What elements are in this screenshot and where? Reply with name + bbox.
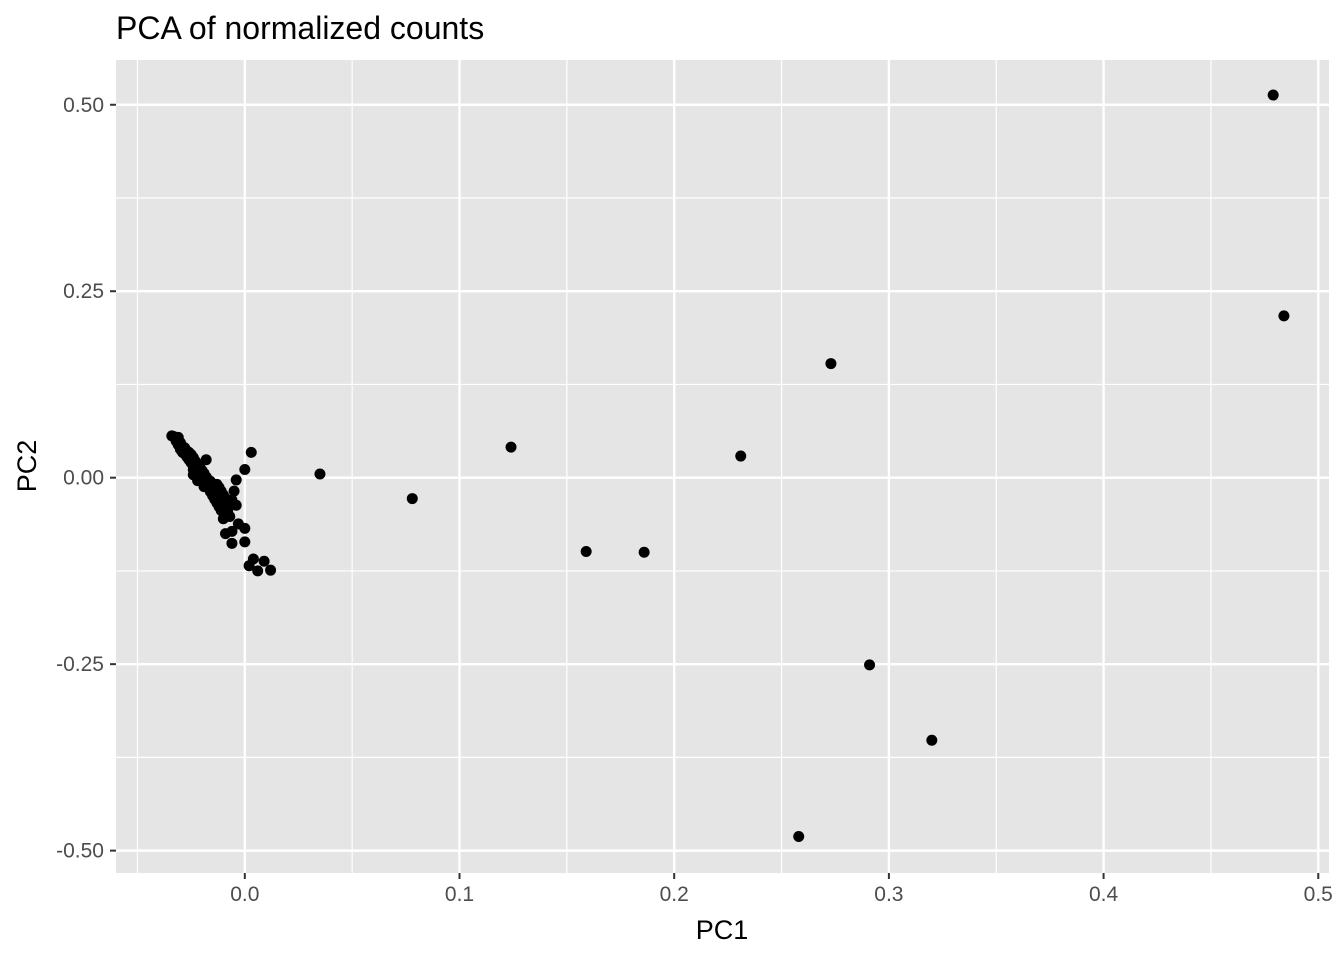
- data-point: [580, 546, 592, 558]
- y-axis-title: PC2: [12, 440, 42, 493]
- data-point: [226, 537, 238, 549]
- data-point: [793, 830, 805, 842]
- data-point: [638, 546, 650, 558]
- data-point: [265, 564, 277, 576]
- y-tick-label: -0.25: [56, 653, 104, 676]
- data-point: [239, 522, 251, 534]
- y-tick-label: 0.00: [63, 467, 104, 490]
- data-point: [204, 475, 216, 487]
- data-point: [258, 555, 270, 567]
- data-point: [314, 468, 326, 480]
- data-point: [230, 474, 242, 486]
- data-point: [194, 468, 206, 480]
- data-point: [1278, 310, 1290, 322]
- data-point: [735, 450, 747, 462]
- y-tick-label: 0.50: [63, 94, 104, 117]
- x-axis-title: PC1: [696, 915, 749, 945]
- data-point: [200, 454, 212, 466]
- minor-gridlines: [116, 60, 1329, 873]
- chart-title: PCA of normalized counts: [116, 10, 484, 46]
- x-tick-label: 0.3: [874, 883, 903, 906]
- data-point: [239, 536, 251, 548]
- data-point: [230, 499, 242, 511]
- y-tick-label: 0.25: [63, 280, 104, 303]
- data-point: [219, 528, 231, 540]
- data-point: [228, 485, 240, 497]
- data-point: [505, 441, 517, 453]
- data-point: [209, 487, 221, 499]
- data-point: [243, 560, 255, 572]
- x-tick-label: 0.4: [1089, 883, 1119, 906]
- y-axis: -0.50 -0.25 0.00 0.25 0.50: [56, 94, 116, 863]
- x-tick-label: 0.2: [660, 883, 689, 906]
- data-point: [245, 446, 257, 458]
- data-point: [217, 513, 229, 525]
- data-point: [926, 734, 938, 746]
- y-tick-label: -0.50: [56, 840, 104, 863]
- x-tick-label: 0.0: [230, 883, 259, 906]
- data-point: [406, 493, 418, 505]
- data-point: [252, 565, 264, 577]
- data-point: [183, 450, 195, 462]
- plot-panel: [116, 60, 1329, 873]
- x-tick-label: 0.1: [445, 883, 474, 906]
- data-point: [1267, 89, 1279, 101]
- data-point: [239, 463, 251, 475]
- data-point: [864, 659, 876, 671]
- data-point: [825, 358, 837, 370]
- x-tick-label: 0.5: [1304, 883, 1333, 906]
- x-axis: 0.0 0.1 0.2 0.3 0.4 0.5: [230, 873, 1333, 906]
- data-points: [166, 89, 1290, 842]
